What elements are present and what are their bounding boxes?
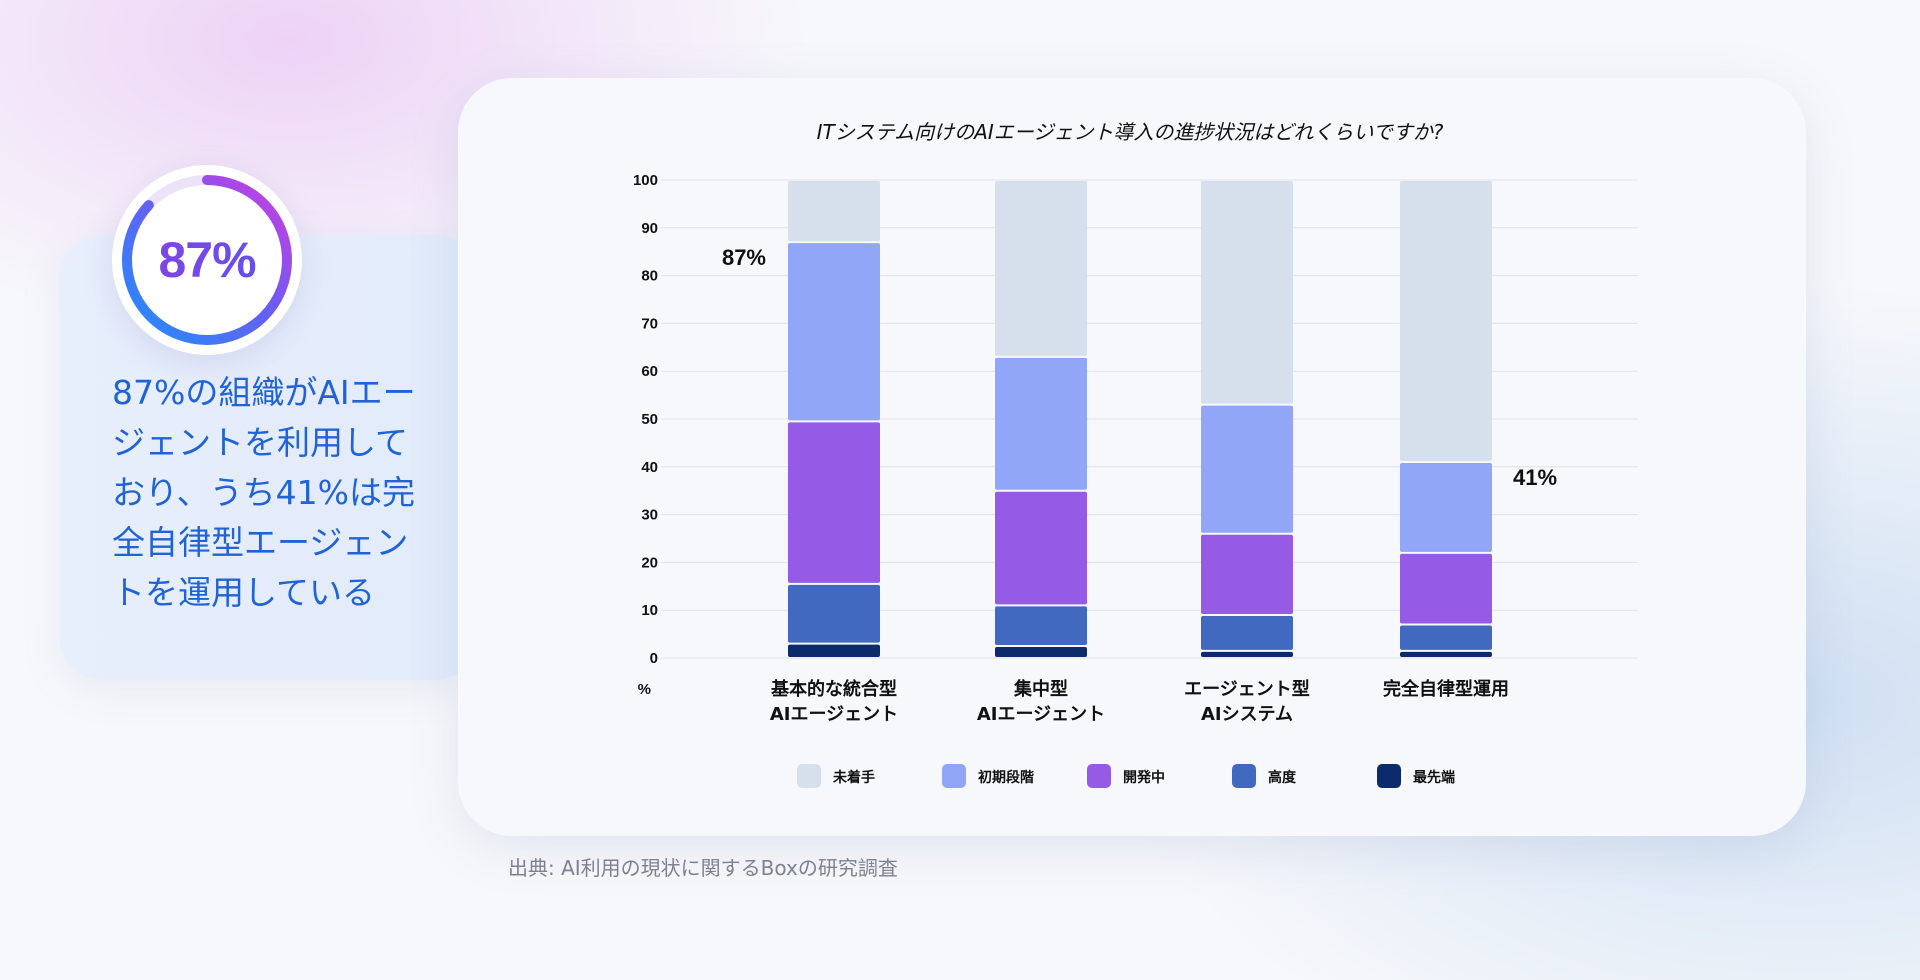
bar-segment [995, 491, 1087, 605]
y-tick-label: 0 [650, 650, 658, 667]
bar-segment [1400, 651, 1492, 657]
x-tick-label: エージェント型 [1184, 678, 1310, 700]
stat-description-line: 全自律型エージェン [112, 523, 409, 562]
x-tick-label: 基本的な統合型 [770, 678, 897, 700]
data-annotation: 41% [1513, 465, 1557, 490]
bar-segment [1400, 181, 1492, 462]
legend-label: 初期段階 [978, 769, 1034, 786]
bar-segment [995, 181, 1087, 356]
y-tick-label: 100 [633, 172, 658, 189]
legend-swatch [797, 764, 821, 788]
chart-bars [788, 181, 1492, 657]
bar-segment [788, 181, 880, 242]
bar-segment [1201, 651, 1293, 657]
bar-segment [1201, 534, 1293, 614]
bar-segment [1201, 615, 1293, 650]
stacked-bar-chart: ITシステム向けのAIエージェント導入の進捗状況はどれくらいですか? 0 10 20… [633, 120, 1638, 788]
bar-segment [1400, 463, 1492, 552]
x-tick-label: 完全自律型運用 [1383, 678, 1509, 700]
percent-ring-graphic [122, 175, 292, 345]
percent-ring-value: 87% [112, 165, 302, 355]
bar-segment [788, 422, 880, 583]
bar-segment [1400, 625, 1492, 650]
percent-ring: 87% [112, 165, 302, 355]
y-tick-label: 60 [641, 363, 658, 380]
y-tick-label: 30 [641, 507, 658, 524]
legend-swatch [942, 764, 966, 788]
stat-description: 87%の組織がAIエー ジェントを利用して おり、うち41%は完 全自律型エージ… [112, 368, 442, 618]
legend-label: 未着手 [833, 769, 875, 786]
chart-legend: 未着手 初期段階 開発中 高度 最先端 [797, 764, 1455, 788]
y-tick-label: 20 [641, 554, 658, 571]
legend-label: 開発中 [1123, 769, 1165, 786]
bar-segment [995, 606, 1087, 646]
y-tick-label: 50 [641, 411, 658, 428]
legend-swatch [1232, 764, 1256, 788]
y-tick-label: 40 [641, 459, 658, 476]
bar-segment [788, 243, 880, 421]
source-note: 出典: AI利用の現状に関するBoxの研究調査 [508, 856, 898, 880]
x-axis: 基本的な統合型AIエージェント集中型AIエージェントエージェント型AIシステム完… [770, 678, 1509, 725]
stat-description-line: ジェントを利用して [112, 423, 409, 462]
legend-swatch [1377, 764, 1401, 788]
percent-ring-arc [122, 175, 292, 345]
y-axis-unit-label: % [638, 681, 651, 698]
x-tick-label: 集中型 [1013, 678, 1068, 700]
chart-card: ITシステム向けのAIエージェント導入の進捗状況はどれくらいですか? 0 10 20… [458, 78, 1806, 836]
x-tick-label: AIエージェント [770, 704, 898, 725]
stat-description-line: 87%の組織がAIエー [112, 373, 416, 412]
bar-segment [788, 644, 880, 657]
bar-segment [1201, 181, 1293, 404]
bar-segment [995, 357, 1087, 490]
legend-label: 高度 [1268, 769, 1297, 786]
legend-label: 最先端 [1413, 769, 1455, 786]
stat-description-line: トを運用している [112, 573, 376, 612]
bar-segment [1400, 553, 1492, 624]
data-annotation: 87% [722, 245, 766, 270]
stat-description-line: おり、うち41%は完 [112, 473, 416, 512]
y-tick-label: 70 [641, 315, 658, 332]
y-axis: 0 10 20 30 40 50 60 70 80 90 100 [633, 172, 658, 667]
bar-segment [1201, 405, 1293, 533]
chart-annotations: 87% 41% [722, 245, 1557, 490]
x-tick-label: AIシステム [1201, 704, 1293, 725]
bar-segment [788, 584, 880, 643]
y-tick-label: 90 [641, 220, 658, 237]
legend-swatch [1087, 764, 1111, 788]
chart-title: ITシステム向けのAIエージェント導入の進捗状況はどれくらいですか? [817, 120, 1444, 144]
y-tick-label: 10 [641, 602, 658, 619]
y-tick-label: 80 [641, 268, 658, 285]
bar-segment [995, 647, 1087, 657]
x-tick-label: AIエージェント [977, 704, 1105, 725]
